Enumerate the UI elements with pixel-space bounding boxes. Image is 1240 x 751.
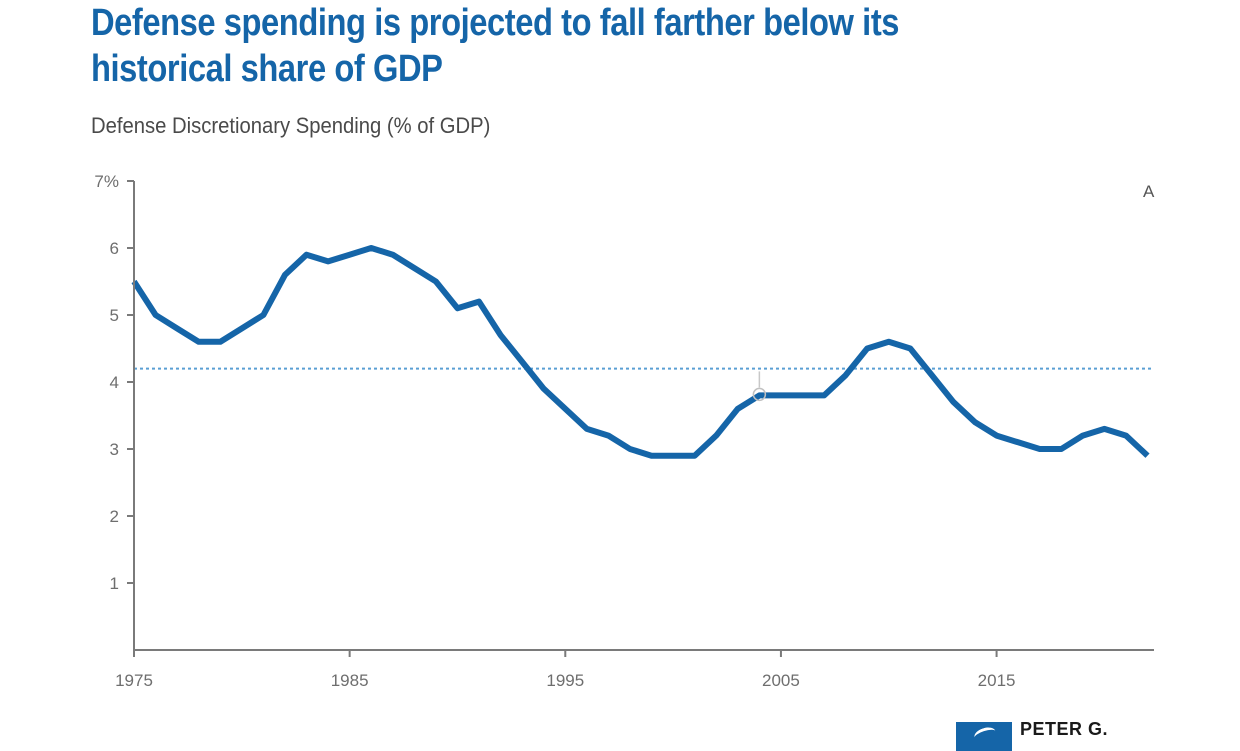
x-axis-ticks: 1975 1985 1995 2005 2015: [115, 650, 1015, 690]
logo-text: PETER G.: [1020, 719, 1109, 739]
y-tick-label: 3: [110, 440, 119, 459]
logo-mark-icon: [956, 722, 1012, 751]
hover-marker: [752, 371, 767, 402]
y-axis-ticks: 1 2 3 4 5 6 7%: [94, 172, 134, 593]
y-tick-label: 5: [110, 306, 119, 325]
y-tick-label: 2: [110, 507, 119, 526]
x-tick-label: 1975: [115, 671, 153, 690]
brand-logo: PETER G.: [956, 718, 1156, 751]
x-tick-label: 1985: [331, 671, 369, 690]
chart-title: Defense spending is projected to fall fa…: [91, 2, 900, 90]
series-line: [131, 245, 1150, 459]
legend-letter: A: [1143, 182, 1155, 201]
y-tick-label: 6: [110, 239, 119, 258]
chart-subtitle: Defense Discretionary Spending (% of GDP…: [91, 113, 491, 138]
y-tick-label: 1: [110, 574, 119, 593]
x-tick-label: 2015: [978, 671, 1016, 690]
hover-dot: [752, 387, 767, 402]
y-tick-label: 7%: [94, 172, 119, 191]
y-tick-label: 4: [110, 373, 119, 392]
x-tick-label: 1995: [546, 671, 584, 690]
x-tick-label: 2005: [762, 671, 800, 690]
